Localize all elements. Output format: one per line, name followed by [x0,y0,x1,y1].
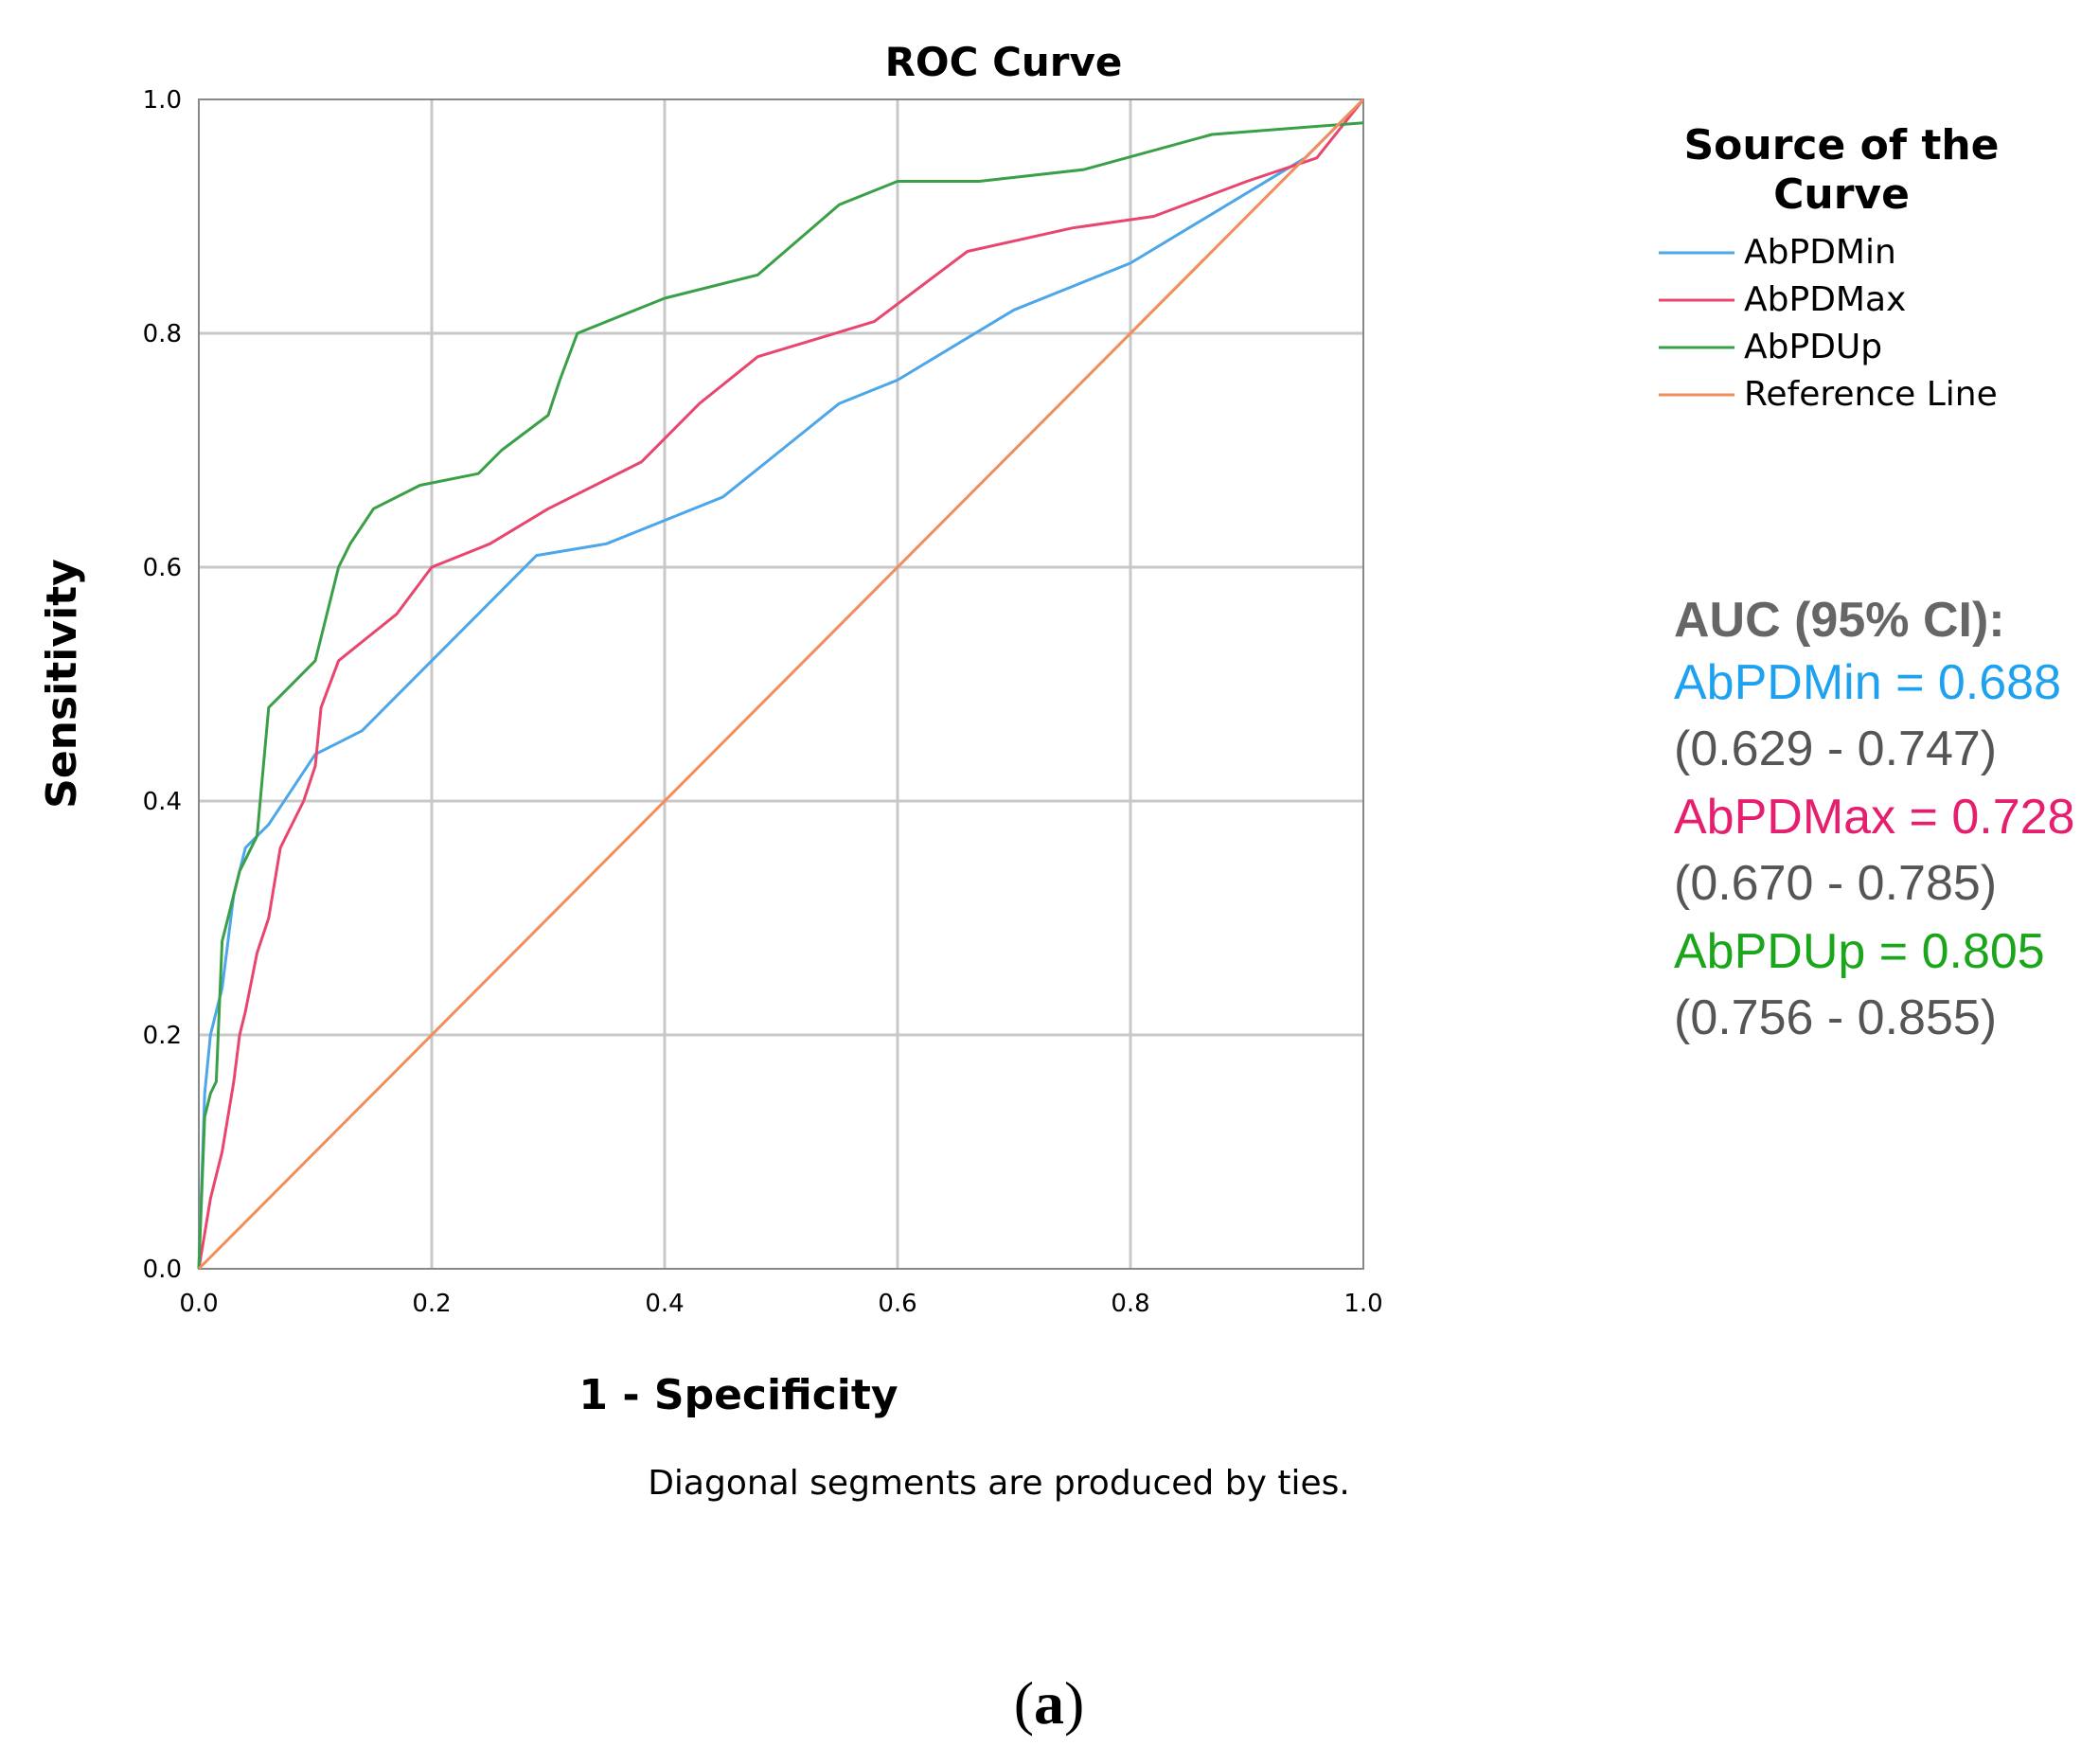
x-tick-label: 0.4 [645,1290,684,1318]
chart-title: ROC Curve [885,39,1123,85]
legend-label-reference-line: Reference Line [1744,375,1998,414]
ties-note: Diagonal segments are produced by ties. [648,1464,1350,1503]
y-axis-label: Sensitivity [38,559,86,809]
legend-label-abpdmin: AbPDMin [1744,233,1896,272]
caption-open-paren: ( [1014,1669,1034,1737]
series-line-abpdup [197,121,1364,1270]
auc-abpdmin-ci: (0.629 - 0.747) [1674,722,1997,776]
series-lines [197,98,1365,1271]
y-tick-label: 0.4 [143,788,182,816]
grid [199,99,1363,1269]
legend: Source of the Curve AbPDMin AbPDMax AbPDUp… [1659,121,2000,414]
x-tick-label: 1.0 [1343,1290,1382,1318]
y-tick-label: 0.8 [143,320,182,348]
auc-abpdup-ci: (0.756 - 0.855) [1674,990,1997,1045]
legend-label-abpdmax: AbPDMax [1744,280,1906,319]
auc-abpdmax-value: AbPDMax = 0.728 [1674,790,2074,845]
y-tick-labels: 0.0 0.2 0.4 0.6 0.8 1.0 [143,86,182,1284]
y-tick-label: 0.2 [143,1022,182,1050]
x-tick-label: 0.6 [878,1290,916,1318]
y-tick-label: 1.0 [143,86,182,115]
x-tick-labels: 0.0 0.2 0.4 0.6 0.8 1.0 [179,1290,1382,1318]
legend-title-line2: Curve [1773,170,1910,219]
y-tick-label: 0.0 [143,1256,182,1284]
figure-caption: (a) [1014,1669,1085,1737]
y-tick-label: 0.6 [143,554,182,582]
caption-close-paren: ) [1064,1669,1084,1737]
x-axis-label: 1 - Specificity [578,1371,898,1419]
plot-frame [198,98,1364,1270]
auc-abpdmax-ci: (0.670 - 0.785) [1674,856,1997,911]
auc-heading: AUC (95% CI): [1674,593,2005,648]
x-tick-label: 0.8 [1111,1290,1149,1318]
caption-letter: a [1034,1669,1064,1737]
legend-title-line1: Source of the [1683,121,1999,169]
legend-label-abpdup: AbPDUp [1744,328,1882,366]
auc-abpdup-value: AbPDUp = 0.805 [1674,924,2045,979]
series-line-reference-line [197,98,1365,1271]
series-line-abpdmin [197,98,1365,1270]
auc-annotation: AUC (95% CI): AbPDMin = 0.688 (0.629 - 0… [1674,593,2074,1045]
series-line-abpdmax [197,98,1365,1270]
x-tick-label: 0.2 [412,1290,451,1318]
x-tick-label: 0.0 [179,1290,218,1318]
auc-abpdmin-value: AbPDMin = 0.688 [1674,655,2061,710]
